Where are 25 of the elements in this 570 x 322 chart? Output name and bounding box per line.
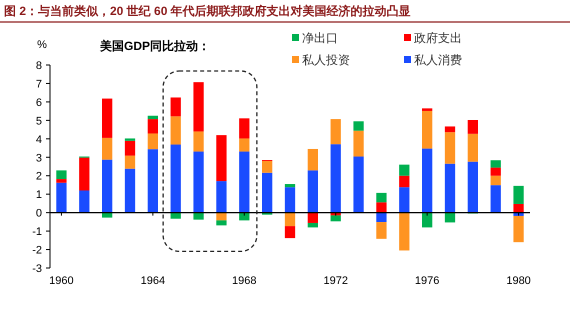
y-tick-label: 6 — [36, 96, 42, 109]
y-tick-label: -1 — [32, 226, 42, 238]
x-tick-label: 1960 — [49, 275, 74, 287]
y-tick-label: 8 — [36, 60, 42, 72]
y-tick-label: -2 — [32, 244, 42, 257]
x-tick-label: 1964 — [140, 275, 166, 287]
x-tick-label: 1976 — [414, 275, 440, 287]
y-tick-label: 1 — [36, 189, 42, 202]
y-axis-title: % — [37, 39, 48, 51]
x-tick-label: 1980 — [506, 275, 531, 287]
y-tick-label: 2 — [36, 170, 42, 183]
legend-label: 私人投资 — [302, 53, 350, 67]
y-tick-label: -3 — [32, 263, 42, 275]
x-tick-label: 1972 — [323, 275, 348, 287]
chart-title: 图 2：与当前类似，20 世纪 60 年代后期联邦政府支出对美国经济的拉动凸显 — [4, 4, 411, 18]
y-tick-label: 5 — [36, 115, 42, 128]
y-tick-label: 4 — [36, 134, 42, 146]
x-tick-label: 1968 — [232, 275, 257, 287]
y-tick-label: 7 — [36, 78, 42, 90]
y-tick-label: 0 — [36, 208, 42, 220]
y-tick-label: 3 — [36, 152, 42, 164]
legend-label: 私人消费 — [414, 53, 462, 67]
legend-label: 净出口 — [302, 31, 338, 45]
chart-subtitle: 美国GDP同比拉动： — [99, 39, 210, 53]
legend-label: 政府支出 — [414, 31, 462, 45]
